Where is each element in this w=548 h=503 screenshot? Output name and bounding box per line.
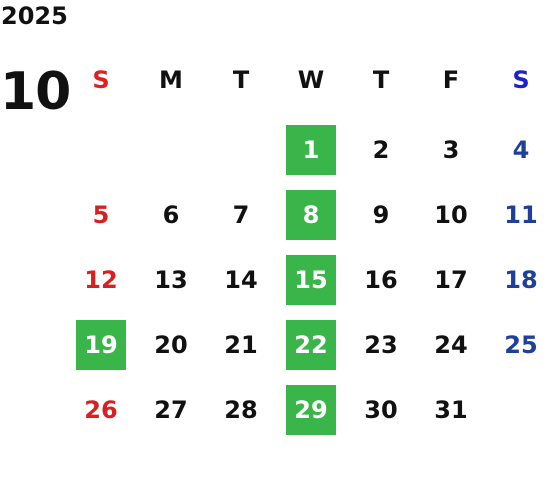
calendar-day[interactable]: 23 [364,331,398,359]
calendar-day[interactable]: 4 [512,136,530,164]
calendar-day[interactable]: 25 [504,331,538,359]
calendar-day[interactable]: 26 [84,396,118,424]
calendar-day[interactable]: 6 [162,201,180,229]
weekday-wednesday: W [297,66,325,94]
weekday-friday: F [442,66,460,94]
calendar-day[interactable]: 29 [286,385,336,435]
calendar-day[interactable]: 18 [504,266,538,294]
calendar-day[interactable]: 1 [286,125,336,175]
calendar-day[interactable]: 3 [442,136,460,164]
calendar-day[interactable]: 10 [434,201,468,229]
calendar-day[interactable]: 22 [286,320,336,370]
calendar-day[interactable]: 30 [364,396,398,424]
calendar-day[interactable]: 19 [76,320,126,370]
calendar-day[interactable]: 31 [434,396,468,424]
day-grid: 1 2 3 4 5 6 7 8 9 10 11 12 13 14 15 16 17 18 19 20 21 22 23 24 2… [66,125,548,445]
calendar-year: 2025 [1,2,68,30]
weekday-header-row: S M T W T F S [66,62,548,98]
weekday-thursday: T [372,66,390,94]
calendar-day[interactable]: 20 [154,331,188,359]
weekday-sunday: S [92,66,110,94]
calendar-day[interactable]: 16 [364,266,398,294]
weekday-monday: M [159,66,183,94]
weekday-saturday: S [512,66,530,94]
calendar-day[interactable]: 21 [224,331,258,359]
calendar-day[interactable]: 9 [372,201,390,229]
calendar-day[interactable]: 5 [92,201,110,229]
calendar-day[interactable]: 13 [154,266,188,294]
calendar-day[interactable]: 2 [372,136,390,164]
calendar-month: 10 [0,62,71,122]
calendar-day[interactable]: 17 [434,266,468,294]
calendar-day[interactable]: 15 [286,255,336,305]
calendar-day[interactable]: 8 [286,190,336,240]
calendar-day[interactable]: 27 [154,396,188,424]
calendar-day[interactable]: 11 [504,201,538,229]
calendar-day[interactable]: 24 [434,331,468,359]
calendar-day[interactable]: 28 [224,396,258,424]
calendar-day[interactable]: 7 [232,201,250,229]
weekday-tuesday: T [232,66,250,94]
calendar-day[interactable]: 12 [84,266,118,294]
calendar-day[interactable]: 14 [224,266,258,294]
